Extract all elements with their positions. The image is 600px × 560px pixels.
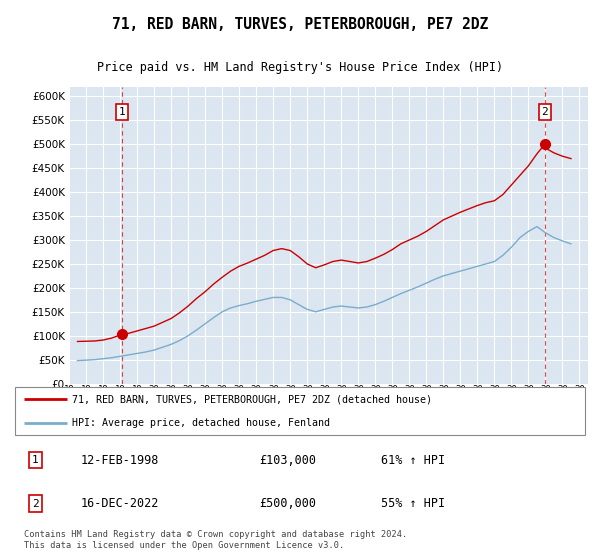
Text: £103,000: £103,000 (260, 454, 317, 466)
Text: 1: 1 (119, 107, 125, 117)
Text: 55% ↑ HPI: 55% ↑ HPI (380, 497, 445, 510)
Text: 2: 2 (32, 498, 38, 508)
Text: 16-DEC-2022: 16-DEC-2022 (81, 497, 160, 510)
Text: £500,000: £500,000 (260, 497, 317, 510)
Text: 1: 1 (32, 455, 38, 465)
Text: 71, RED BARN, TURVES, PETERBOROUGH, PE7 2DZ: 71, RED BARN, TURVES, PETERBOROUGH, PE7 … (112, 17, 488, 32)
Text: HPI: Average price, detached house, Fenland: HPI: Average price, detached house, Fenl… (73, 418, 331, 428)
Text: 71, RED BARN, TURVES, PETERBOROUGH, PE7 2DZ (detached house): 71, RED BARN, TURVES, PETERBOROUGH, PE7 … (73, 394, 433, 404)
Text: 2: 2 (541, 107, 548, 117)
Text: 12-FEB-1998: 12-FEB-1998 (81, 454, 160, 466)
Text: 61% ↑ HPI: 61% ↑ HPI (380, 454, 445, 466)
FancyBboxPatch shape (15, 388, 585, 435)
Text: Price paid vs. HM Land Registry's House Price Index (HPI): Price paid vs. HM Land Registry's House … (97, 61, 503, 74)
Text: Contains HM Land Registry data © Crown copyright and database right 2024.
This d: Contains HM Land Registry data © Crown c… (23, 530, 407, 550)
